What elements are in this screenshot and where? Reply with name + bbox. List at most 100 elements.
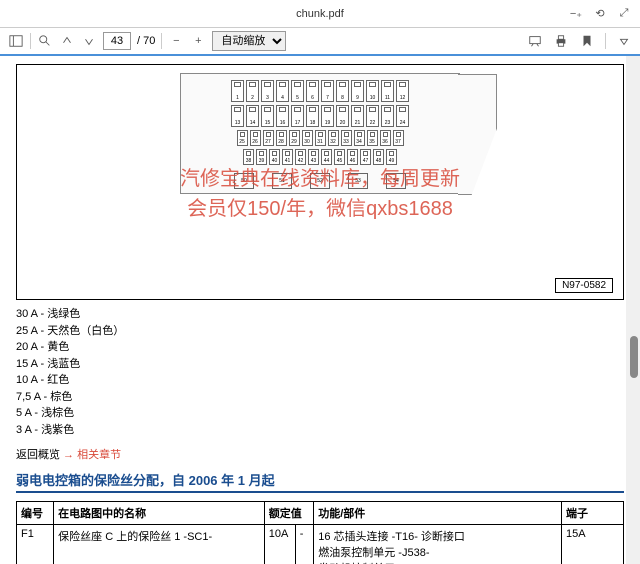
fuse-24: 24 [396,105,409,127]
th-name: 在电路图中的名称 [54,502,265,525]
fuse-30: 30 [302,130,313,146]
fuse-47: 47 [360,149,371,165]
fuse-7: 7 [321,80,334,102]
fuse-53: 53 [348,173,368,189]
separator [161,33,162,49]
fuse-45: 45 [334,149,345,165]
zoom-out-icon[interactable]: −₊ [568,6,584,22]
fuse-52: 52 [310,173,330,189]
page-total: / 70 [137,35,155,47]
fuse-13: 13 [231,105,244,127]
pdf-title: chunk.pdf [296,8,344,20]
bookmark-icon[interactable] [579,33,595,49]
th-terminal: 端子 [562,502,624,525]
fuse-50: 50 [234,173,254,189]
fuse-32: 32 [328,130,339,146]
legend-item: 7,5 A - 棕色 [16,389,624,406]
fuse-8: 8 [336,80,349,102]
scrollbar[interactable] [626,56,640,564]
scrollbar-thumb[interactable] [630,336,638,378]
table-row: F1 保险丝座 C 上的保险丝 1 -SC1- 10A - 16 芯插头连接 -… [17,525,624,564]
fuse-16: 16 [276,105,289,127]
fuse-19: 19 [321,105,334,127]
fuse-diagram: 123456789101112 131415161718192021222324… [16,64,624,300]
fuse-37: 37 [393,130,404,146]
fuse-51: 51 [272,173,292,189]
zoom-select[interactable]: 自动缩放 [212,31,286,51]
fuse-14: 14 [246,105,259,127]
th-id: 编号 [17,502,54,525]
fuse-28: 28 [276,130,287,146]
next-page-icon[interactable] [81,33,97,49]
legend-item: 30 A - 浅绿色 [16,306,624,323]
fuse-20: 20 [336,105,349,127]
fuse-22: 22 [366,105,379,127]
separator [605,33,606,49]
fuse-39: 39 [256,149,267,165]
tools-icon[interactable] [616,33,632,49]
fuse-29: 29 [289,130,300,146]
fuse-12: 12 [396,80,409,102]
fuse-43: 43 [308,149,319,165]
fuse-5: 5 [291,80,304,102]
fuse-35: 35 [367,130,378,146]
legend-item: 25 A - 天然色（白色） [16,323,624,340]
zoom-out-button[interactable]: − [168,33,184,49]
fuse-15: 15 [261,105,274,127]
fuse-34: 34 [354,130,365,146]
legend-item: 20 A - 黄色 [16,339,624,356]
print-icon[interactable] [553,33,569,49]
back-link[interactable]: 返回概览 [16,449,60,461]
fuse-panel: 123456789101112 131415161718192021222324… [180,73,460,194]
zoom-in-button[interactable]: + [190,33,206,49]
legend-item: 10 A - 红色 [16,372,624,389]
fuse-18: 18 [306,105,319,127]
fuse-44: 44 [321,149,332,165]
diagram-label: N97-0582 [555,278,613,293]
fuse-41: 41 [282,149,293,165]
fuse-46: 46 [347,149,358,165]
fuse-1: 1 [231,80,244,102]
fuse-40: 40 [269,149,280,165]
pdf-content: 123456789101112 131415161718192021222324… [0,56,640,564]
fuse-48: 48 [373,149,384,165]
fuse-4: 4 [276,80,289,102]
fuse-26: 26 [250,130,261,146]
legend-item: 5 A - 浅棕色 [16,405,624,422]
fuse-42: 42 [295,149,306,165]
section-title: 弱电电控箱的保险丝分配，自 2006 年 1 月起 [16,470,624,493]
fuse-3: 3 [261,80,274,102]
fuse-36: 36 [380,130,391,146]
fuse-49: 49 [386,149,397,165]
color-legend: 30 A - 浅绿色25 A - 天然色（白色）20 A - 黄色15 A - … [16,306,624,438]
th-rating: 额定值 [264,502,314,525]
fuse-23: 23 [381,105,394,127]
rotate-icon[interactable]: ⟲ [592,6,608,22]
search-icon[interactable] [37,33,53,49]
sidebar-toggle-icon[interactable] [8,33,24,49]
fuse-6: 6 [306,80,319,102]
fuse-17: 17 [291,105,304,127]
separator [30,33,31,49]
related-link[interactable]: 相关章节 [77,449,121,461]
fuse-31: 31 [315,130,326,146]
fuse-9: 9 [351,80,364,102]
legend-item: 3 A - 浅紫色 [16,422,624,439]
prev-page-icon[interactable] [59,33,75,49]
page-input[interactable] [103,32,131,50]
legend-item: 15 A - 浅蓝色 [16,356,624,373]
nav-links: 返回概览 → 相关章节 [16,446,624,462]
fuse-38: 38 [243,149,254,165]
fuse-table: 编号 在电路图中的名称 额定值 功能/部件 端子 F1 保险丝座 C 上的保险丝… [16,501,624,564]
fuse-54: 54 [386,173,406,189]
expand-icon[interactable]: ⤢ [616,6,632,22]
fuse-10: 10 [366,80,379,102]
fuse-2: 2 [246,80,259,102]
fuse-11: 11 [381,80,394,102]
th-function: 功能/部件 [314,502,562,525]
fuse-27: 27 [263,130,274,146]
fuse-21: 21 [351,105,364,127]
fuse-25: 25 [237,130,248,146]
presentation-icon[interactable] [527,33,543,49]
fuse-33: 33 [341,130,352,146]
